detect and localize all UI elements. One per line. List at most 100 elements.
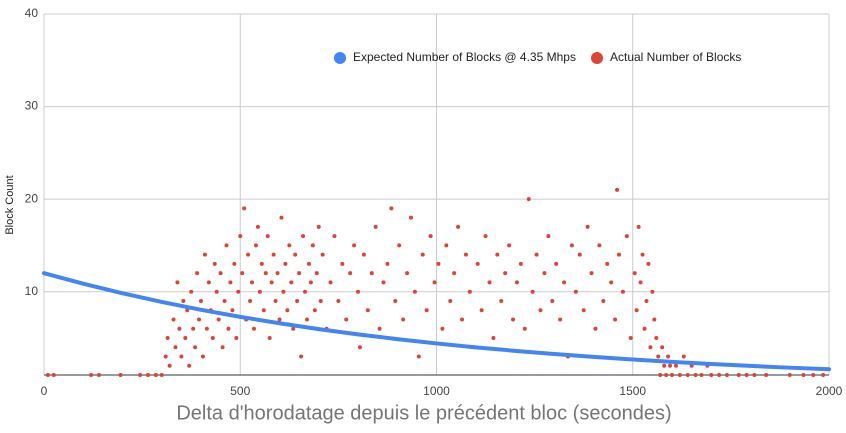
data-point	[444, 243, 449, 248]
data-point	[420, 252, 425, 257]
data-point	[336, 298, 341, 303]
data-point	[226, 326, 231, 331]
data-point	[479, 308, 484, 313]
data-point	[303, 289, 308, 294]
data-point	[218, 271, 223, 276]
data-point	[230, 308, 235, 313]
data-point	[206, 280, 211, 285]
data-point	[310, 243, 315, 248]
data-point	[304, 317, 309, 322]
data-point	[495, 252, 500, 257]
data-point	[275, 271, 280, 276]
data-point	[744, 373, 749, 377]
data-point	[605, 261, 610, 266]
data-point	[752, 373, 757, 377]
data-point	[369, 271, 374, 276]
data-point	[522, 326, 527, 331]
data-point	[440, 326, 445, 331]
data-point	[279, 215, 284, 220]
expected-line	[42, 271, 831, 372]
data-point	[299, 354, 304, 359]
data-point	[51, 373, 56, 377]
data-point	[507, 243, 512, 248]
data-point	[736, 373, 741, 377]
data-point	[318, 298, 323, 303]
x-tick-label: 2000	[816, 384, 843, 398]
data-point	[408, 215, 413, 220]
data-point	[183, 335, 188, 340]
data-point	[228, 280, 233, 285]
data-point	[620, 289, 625, 294]
data-point	[361, 252, 366, 257]
data-point	[764, 373, 769, 377]
data-point	[699, 373, 704, 377]
data-point	[717, 373, 722, 377]
data-point	[255, 224, 260, 229]
data-point	[577, 252, 582, 257]
data-point	[503, 271, 508, 276]
x-tick-label: 1500	[619, 384, 646, 398]
data-point	[597, 243, 602, 248]
data-point	[312, 308, 317, 313]
data-point	[685, 373, 690, 377]
data-point	[601, 298, 606, 303]
data-point	[261, 308, 266, 313]
data-point	[636, 224, 641, 229]
data-point	[662, 363, 667, 368]
data-point	[514, 280, 519, 285]
data-point	[297, 271, 302, 276]
data-point	[673, 363, 678, 368]
data-point	[534, 252, 539, 257]
data-point	[589, 271, 594, 276]
data-point	[467, 289, 472, 294]
data-point	[652, 317, 657, 322]
data-point	[179, 354, 184, 359]
data-point	[452, 271, 457, 276]
data-point	[709, 373, 714, 377]
data-point	[175, 280, 180, 285]
data-point	[562, 280, 567, 285]
data-point	[389, 206, 394, 211]
data-point	[257, 289, 262, 294]
data-point	[263, 271, 268, 276]
data-point	[250, 280, 255, 285]
x-tick-label: 1000	[423, 384, 450, 398]
data-point	[542, 271, 547, 276]
data-point	[285, 308, 290, 313]
data-point	[424, 308, 429, 313]
data-point	[277, 317, 282, 322]
data-point	[538, 308, 543, 313]
data-point	[163, 354, 168, 359]
data-point	[173, 345, 178, 350]
data-point	[240, 271, 245, 276]
data-point	[316, 224, 321, 229]
data-point	[159, 373, 164, 377]
data-point	[328, 280, 333, 285]
data-point	[165, 335, 170, 340]
data-point	[546, 234, 551, 239]
data-point	[193, 345, 198, 350]
data-point	[405, 271, 410, 276]
data-point	[634, 308, 639, 313]
data-point	[558, 317, 563, 322]
data-point	[550, 298, 555, 303]
data-point	[200, 354, 205, 359]
data-point	[308, 280, 313, 285]
data-point	[385, 261, 390, 266]
data-point	[224, 243, 229, 248]
data-point	[397, 243, 402, 248]
data-point	[271, 252, 276, 257]
data-point	[187, 363, 192, 368]
data-point	[269, 280, 274, 285]
x-tick-label: 500	[230, 384, 250, 398]
data-point	[787, 373, 792, 377]
y-tick-label: 30	[25, 99, 39, 113]
data-point	[291, 326, 296, 331]
data-point	[491, 335, 496, 340]
legend-swatch	[591, 52, 603, 64]
data-point	[677, 373, 682, 377]
data-point	[195, 271, 200, 276]
data-point	[821, 373, 826, 377]
data-point	[609, 280, 614, 285]
data-point	[212, 261, 217, 266]
